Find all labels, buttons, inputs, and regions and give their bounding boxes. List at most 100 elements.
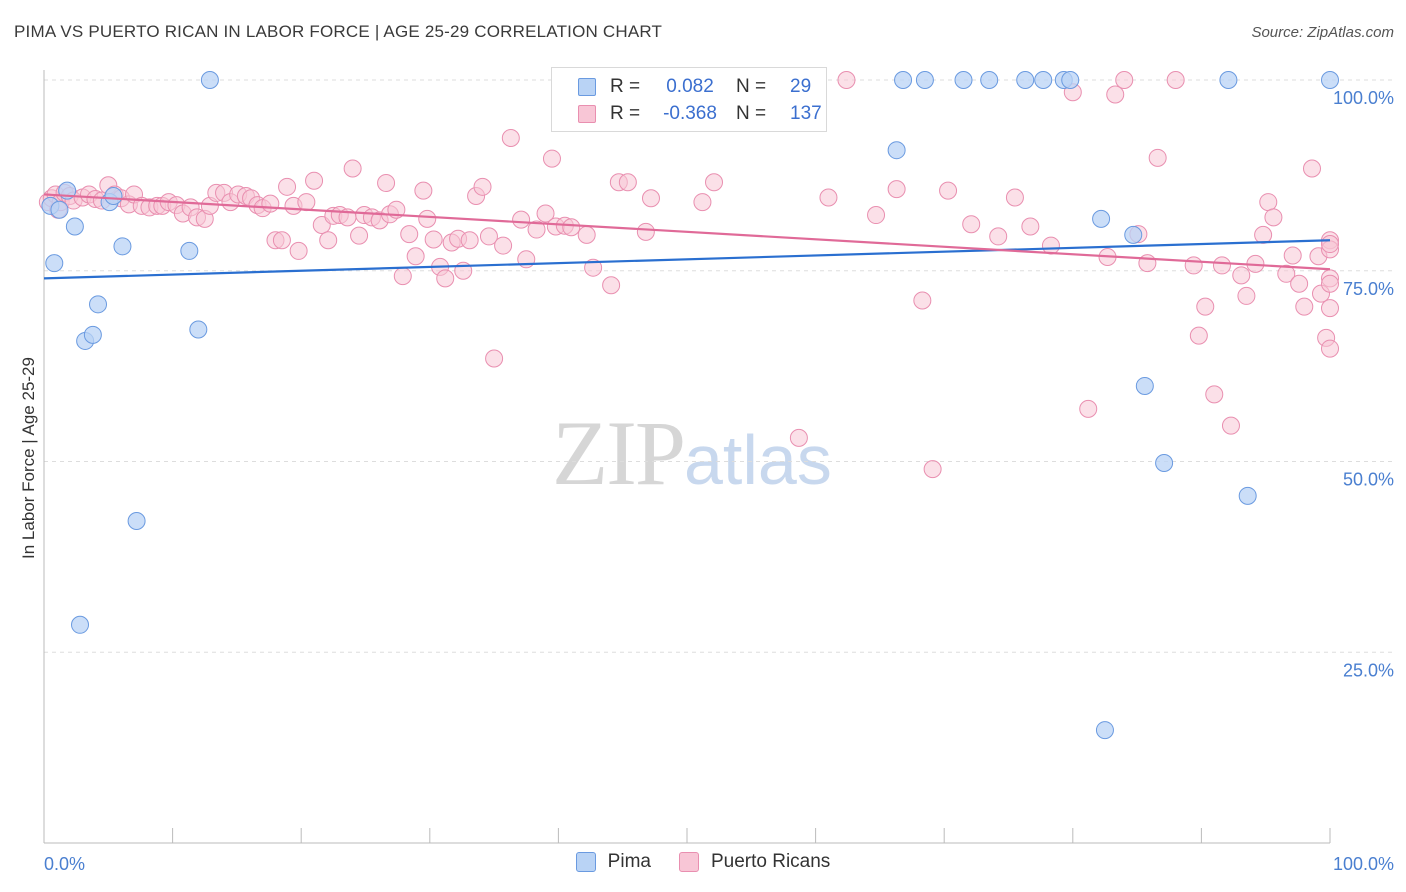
- puerto-ricans-swatch: [578, 105, 596, 123]
- puerto-ricans-legend-label: Puerto Ricans: [710, 851, 831, 872]
- y-tick-label: 100.0%: [1333, 88, 1394, 108]
- data-point-puerto-ricans: [1205, 385, 1224, 404]
- data-point-puerto-ricans: [1321, 274, 1339, 293]
- legend-row-puerto-ricans: R = -0.368 N = 137: [578, 102, 822, 126]
- data-point-pima: [887, 141, 906, 160]
- data-point-puerto-ricans: [460, 231, 479, 250]
- legend-item-pima: Pima: [575, 851, 651, 873]
- data-point-puerto-ricans: [1302, 159, 1321, 178]
- data-point-pima: [50, 200, 69, 219]
- data-point-puerto-ricans: [913, 291, 932, 310]
- data-point-puerto-ricans: [400, 225, 419, 244]
- data-point-pima: [89, 295, 108, 314]
- data-point-puerto-ricans: [289, 241, 308, 260]
- data-point-pima: [189, 320, 208, 339]
- data-point-puerto-ricans: [501, 128, 520, 147]
- n-label: N =: [736, 76, 767, 97]
- watermark: ZIPatlas: [552, 400, 832, 506]
- data-point-puerto-ricans: [636, 222, 655, 241]
- data-point-puerto-ricans: [473, 177, 492, 196]
- data-point-puerto-ricans: [418, 209, 437, 228]
- series-pima: [41, 71, 1339, 740]
- data-point-pima: [915, 71, 934, 89]
- data-point-puerto-ricans: [1283, 246, 1302, 265]
- data-point-pima: [65, 217, 84, 236]
- data-point-puerto-ricans: [512, 210, 531, 229]
- data-point-puerto-ricans: [436, 269, 455, 288]
- series-legend: Pima Puerto Ricans: [0, 851, 1406, 873]
- legend-item-puerto-ricans: Puerto Ricans: [678, 851, 831, 873]
- data-point-puerto-ricans: [1196, 297, 1215, 316]
- data-point-puerto-ricans: [705, 173, 724, 192]
- data-point-puerto-ricans: [350, 226, 369, 245]
- data-point-puerto-ricans: [1079, 399, 1098, 418]
- data-point-pima: [1124, 225, 1143, 244]
- data-point-pima: [1321, 71, 1339, 89]
- data-point-pima: [1092, 209, 1111, 228]
- data-point-puerto-ricans: [542, 149, 561, 168]
- data-point-puerto-ricans: [1106, 85, 1125, 104]
- data-point-pima: [113, 237, 132, 256]
- data-point-pima: [1135, 376, 1154, 395]
- correlation-legend: R = 0.082 N = 29 R = -0.368 N = 137: [551, 67, 827, 132]
- chart-title: PIMA VS PUERTO RICAN IN LABOR FORCE | AG…: [14, 22, 663, 41]
- data-point-puerto-ricans: [1290, 274, 1309, 293]
- data-point-pima: [127, 512, 146, 531]
- gridlines: [44, 79, 1392, 653]
- n-label: N =: [736, 103, 767, 124]
- data-point-puerto-ricans: [562, 218, 581, 237]
- data-point-pima: [1034, 71, 1053, 89]
- data-point-puerto-ricans: [584, 258, 603, 277]
- data-point-puerto-ricans: [1277, 264, 1296, 283]
- data-point-puerto-ricans: [887, 180, 906, 199]
- data-point-puerto-ricans: [393, 267, 412, 286]
- data-point-puerto-ricans: [414, 181, 433, 200]
- data-point-puerto-ricans: [536, 204, 555, 223]
- data-point-pima: [45, 254, 64, 273]
- data-point-puerto-ricans: [1264, 208, 1283, 227]
- trend-line-puerto-ricans: [43, 193, 1331, 271]
- data-point-pima: [1095, 721, 1114, 740]
- data-point-puerto-ricans: [962, 215, 981, 234]
- data-point-pima: [200, 71, 219, 89]
- data-point-puerto-ricans: [297, 193, 316, 212]
- data-point-puerto-ricans: [494, 236, 513, 255]
- data-point-puerto-ricans: [867, 206, 886, 225]
- tick-labels: 25.0% 50.0% 75.0% 100.0% 0.0% 100.0% In Labor …: [19, 88, 1394, 874]
- data-point-puerto-ricans: [1148, 148, 1167, 167]
- data-point-pima: [1155, 454, 1174, 473]
- y-tick-label: 25.0%: [1343, 660, 1394, 680]
- y-tick-label: 50.0%: [1343, 470, 1394, 490]
- data-point-puerto-ricans: [1321, 299, 1339, 318]
- data-point-puerto-ricans: [319, 231, 338, 250]
- data-point-puerto-ricans: [618, 173, 637, 192]
- pima-legend-swatch: [575, 852, 596, 872]
- y-axis-title: In Labor Force | Age 25-29: [19, 357, 38, 559]
- pima-legend-label: Pima: [607, 851, 651, 872]
- y-tick-label: 75.0%: [1343, 279, 1394, 299]
- data-point-puerto-ricans: [1189, 326, 1208, 345]
- data-point-puerto-ricans: [923, 460, 942, 479]
- r-value: 0.082: [666, 76, 714, 97]
- r-value: -0.368: [663, 103, 717, 124]
- data-point-puerto-ricans: [1259, 193, 1278, 212]
- data-point-pima: [104, 186, 123, 205]
- watermark-zip: ZIP: [552, 402, 686, 504]
- r-label: R =: [610, 103, 641, 124]
- data-point-puerto-ricans: [789, 428, 808, 447]
- data-point-puerto-ricans: [527, 220, 546, 239]
- x-tick-label: 100.0%: [1333, 854, 1394, 874]
- data-point-puerto-ricans: [837, 71, 856, 89]
- data-point-puerto-ricans: [1166, 71, 1185, 89]
- data-point-puerto-ricans: [424, 230, 443, 249]
- x-tick-label: 0.0%: [44, 854, 85, 874]
- legend-row-pima: R = 0.082 N = 29: [578, 75, 811, 99]
- data-point-puerto-ricans: [1321, 235, 1339, 254]
- watermark-atlas: atlas: [684, 421, 832, 499]
- data-point-pima: [180, 241, 199, 260]
- data-point-puerto-ricans: [989, 227, 1008, 246]
- data-point-puerto-ricans: [479, 227, 498, 246]
- data-point-puerto-ricans: [602, 276, 621, 295]
- data-point-puerto-ricans: [641, 189, 660, 208]
